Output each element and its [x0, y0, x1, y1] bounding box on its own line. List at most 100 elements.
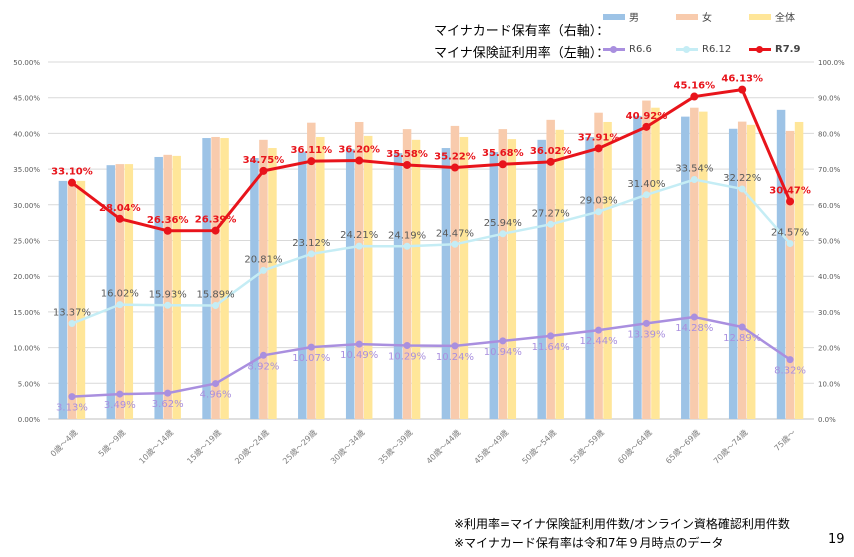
bar-total [316, 136, 325, 419]
bar-female [642, 100, 651, 419]
bar-total [555, 129, 564, 419]
legend-item-r612: R6.12 [676, 44, 731, 55]
point-R6.6 [547, 332, 555, 340]
bar-total [746, 124, 756, 419]
bar-female [546, 119, 555, 420]
data-label-R7.9: 26.39% [195, 215, 237, 226]
bar-male [154, 156, 163, 419]
data-label-R6.6: 3.13% [56, 403, 88, 414]
data-label-R6.6: 10.24% [436, 352, 474, 363]
data-label-R7.9: 26.36% [147, 215, 189, 226]
left-axis-tick: 35.00% [13, 166, 40, 174]
bar-male [633, 115, 642, 420]
point-R6.12 [595, 208, 603, 216]
data-label-R6.6: 8.92% [248, 361, 280, 372]
data-label-R6.6: 3.62% [152, 399, 184, 410]
bar-female [498, 129, 508, 419]
bar-total [220, 138, 229, 419]
point-R6.6 [307, 343, 315, 351]
bar-male [58, 180, 68, 419]
bar-male [776, 109, 786, 419]
data-label-R6.12: 20.81% [244, 254, 282, 265]
category-label: 70歳～74歳 [711, 427, 749, 465]
data-label-R6.12: 27.27% [532, 208, 570, 219]
bar-male [489, 151, 499, 420]
legend-marker-r66 [603, 45, 625, 53]
data-label-R6.6: 11.64% [532, 342, 570, 353]
point-R6.12 [451, 240, 459, 248]
data-label-R6.12: 24.19% [388, 230, 426, 241]
bar-male [681, 116, 690, 419]
point-R7.9 [211, 226, 220, 235]
data-label-R7.9: 30.47% [769, 185, 811, 196]
data-label-R6.12: 15.89% [196, 290, 234, 301]
bar-male [250, 158, 259, 419]
point-R6.12 [786, 240, 794, 248]
point-R6.6 [212, 380, 220, 388]
legend-line-title: マイナ保険証利用率（左軸）： [434, 46, 610, 61]
point-R6.12 [355, 242, 363, 250]
left-axis-tick: 30.00% [13, 202, 40, 210]
point-R6.12 [738, 185, 746, 193]
data-label-R6.6: 4.96% [200, 390, 232, 401]
legend-label: 女 [702, 13, 712, 24]
right-axis-tick: 90.0% [818, 95, 841, 103]
left-axis-tick: 45.00% [13, 95, 40, 103]
legend-swatch-total [749, 13, 771, 20]
bar-total [268, 148, 277, 420]
right-axis-tick: 20.0% [818, 345, 841, 353]
legend-label: 全体 [775, 13, 795, 24]
point-R6.12 [116, 301, 124, 309]
data-label-R6.6: 12.89% [723, 333, 761, 344]
point-R6.12 [212, 302, 220, 310]
data-label-R7.9: 36.02% [530, 146, 572, 157]
data-label-R7.9: 40.92% [626, 111, 668, 122]
data-label-R6.6: 10.29% [388, 352, 426, 363]
point-R7.9 [786, 197, 795, 206]
right-axis-tick: 80.0% [818, 130, 841, 138]
point-R6.6 [451, 342, 459, 350]
category-label: 55歳～59歳 [568, 427, 606, 465]
point-R6.6 [355, 340, 363, 348]
data-label-R7.9: 35.22% [434, 152, 476, 163]
data-label-R6.12: 33.54% [675, 164, 713, 175]
category-label: 20歳～24歳 [232, 427, 270, 465]
bar-female [163, 154, 172, 419]
right-axis-tick: 100.0% [818, 59, 845, 67]
right-axis-tick: 70.0% [818, 166, 841, 174]
bar-male [728, 128, 738, 419]
point-R7.9 [690, 92, 699, 101]
point-R6.6 [68, 393, 76, 401]
left-axis-tick: 5.00% [18, 380, 41, 388]
right-axis-tick: 60.0% [818, 202, 841, 210]
bar-total [459, 136, 469, 419]
line-R6.6 [71, 315, 791, 398]
point-R6.6 [642, 319, 650, 327]
data-label-R6.12: 24.57% [771, 228, 809, 239]
legend-swatch-female [676, 13, 698, 20]
category-label: 0歳～4歳 [48, 427, 79, 458]
point-R6.6 [595, 326, 603, 334]
data-label-R6.12: 24.21% [340, 230, 378, 241]
legend-marker-r79 [749, 45, 771, 53]
bar-female [259, 139, 268, 420]
point-R6.6 [786, 356, 794, 364]
data-label-R6.12: 23.12% [292, 238, 330, 249]
bar-total [411, 139, 421, 420]
point-R7.9 [307, 157, 316, 166]
legend-item-male: 男 [603, 9, 639, 24]
bar-total [363, 135, 373, 420]
legend-label: R6.12 [702, 44, 732, 55]
bar-male [441, 148, 451, 420]
bar-total [124, 164, 134, 419]
point-R7.9 [403, 160, 412, 169]
point-R6.12 [403, 242, 411, 250]
data-label-R7.9: 37.91% [578, 132, 620, 143]
point-R7.9 [738, 85, 747, 94]
right-axis-tick: 10.0% [818, 380, 841, 388]
bar-total [603, 121, 612, 419]
bar-male [345, 149, 355, 419]
point-R7.9 [642, 122, 651, 131]
legend-item-total: 全体 [749, 9, 795, 24]
